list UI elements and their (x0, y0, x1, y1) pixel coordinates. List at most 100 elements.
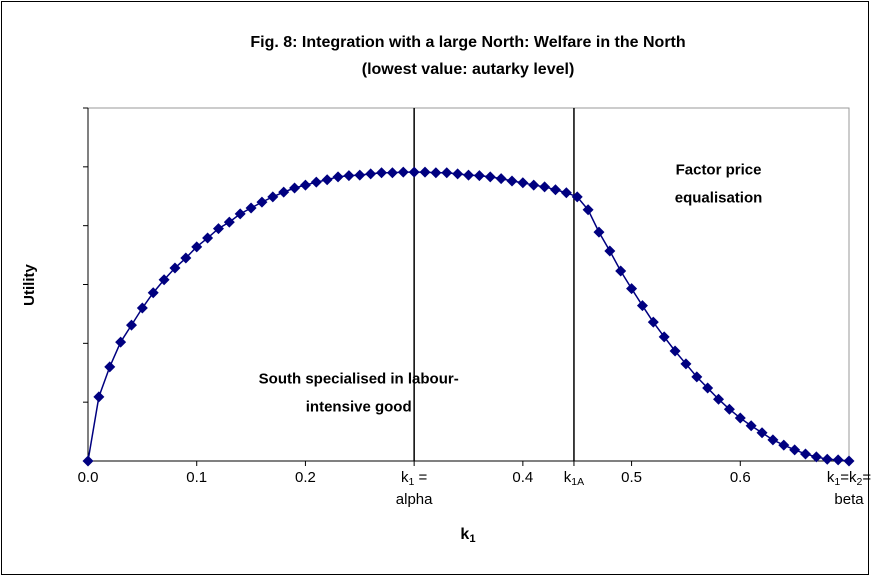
text-segment: 0.1 (186, 469, 207, 486)
marker (267, 191, 279, 203)
marker (158, 274, 170, 286)
x-tick-label: 0.5 (621, 469, 642, 486)
marker (463, 169, 474, 181)
x-tick-label: beta (834, 491, 864, 508)
marker (723, 403, 735, 415)
marker (571, 191, 583, 203)
marker (484, 171, 496, 183)
marker (376, 167, 388, 179)
text-segment: k (460, 526, 469, 543)
text-segment: 0.5 (621, 469, 642, 486)
marker (756, 427, 768, 439)
marker (104, 361, 116, 373)
marker (495, 173, 507, 185)
text-segment: =k (840, 469, 857, 486)
marker (745, 420, 757, 432)
text-segment: 0.0 (78, 469, 99, 486)
y-axis-label: Utility (21, 264, 38, 306)
marker (821, 453, 833, 465)
marker (419, 166, 431, 178)
text-segment: = (414, 469, 427, 486)
marker (115, 336, 127, 348)
subscript: 1A (571, 476, 584, 488)
text-segment: k (564, 469, 572, 486)
subscript: 1 (469, 533, 475, 545)
annotation: Factor price (676, 161, 762, 178)
marker (615, 265, 627, 277)
marker (212, 223, 224, 235)
marker (310, 176, 322, 188)
subscript: 1 (834, 476, 840, 488)
marker (539, 181, 551, 193)
marker (321, 174, 333, 186)
marker (365, 168, 377, 180)
marker (202, 232, 214, 244)
marker (473, 170, 485, 182)
x-tick-label: k1A (564, 469, 584, 488)
text-segment: 0.4 (512, 469, 533, 486)
marker (528, 179, 540, 191)
marker (734, 412, 746, 424)
x-tick-label: k1=k2= (827, 469, 871, 488)
marker (93, 391, 105, 403)
marker (593, 226, 605, 238)
marker (778, 439, 790, 451)
marker (517, 177, 529, 189)
subscript: 1 (409, 476, 415, 488)
text-segment: 0.2 (295, 469, 316, 486)
x-tick-label: k1 = (401, 469, 428, 488)
text-segment: k (827, 469, 835, 486)
subscript: 2 (857, 476, 863, 488)
marker (702, 382, 714, 394)
marker (82, 455, 94, 467)
marker (843, 455, 855, 467)
marker (636, 300, 648, 312)
x-tick-label: 0.6 (730, 469, 751, 486)
chart-title: Fig. 8: Integration with a large North: … (250, 34, 685, 51)
annotation: South specialised in labour- (259, 370, 459, 387)
x-axis-label: k1 (460, 526, 475, 545)
marker (789, 444, 801, 456)
marker (354, 169, 366, 181)
marker (441, 167, 453, 179)
x-tick-label: 0.0 (78, 469, 99, 486)
marker (125, 319, 137, 331)
marker (234, 208, 246, 220)
marker (647, 316, 659, 328)
marker (397, 166, 409, 178)
marker (289, 182, 301, 194)
marker (680, 358, 692, 370)
text-segment: k (401, 469, 409, 486)
marker (299, 179, 311, 191)
marker (256, 196, 268, 208)
marker (767, 434, 779, 446)
text-segment: 0.6 (730, 469, 751, 486)
chart-subtitle: (lowest value: autarky level) (362, 61, 575, 78)
text-segment: alpha (396, 491, 433, 508)
marker (506, 175, 518, 187)
marker (691, 371, 703, 383)
marker (332, 171, 344, 183)
marker (169, 262, 181, 274)
marker (582, 204, 594, 216)
x-tick-label: 0.2 (295, 469, 316, 486)
marker (626, 283, 638, 295)
marker (180, 252, 192, 264)
marker (832, 454, 844, 466)
marker (669, 345, 681, 357)
marker (658, 331, 670, 343)
marker (800, 448, 812, 460)
marker (386, 167, 398, 179)
marker (560, 187, 572, 199)
marker (810, 451, 822, 463)
annotation: equalisation (675, 189, 763, 206)
marker (343, 170, 355, 182)
marker (549, 184, 561, 196)
marker (430, 167, 442, 179)
marker (223, 216, 235, 228)
marker (191, 241, 203, 253)
marker (408, 166, 420, 178)
marker (604, 245, 616, 257)
